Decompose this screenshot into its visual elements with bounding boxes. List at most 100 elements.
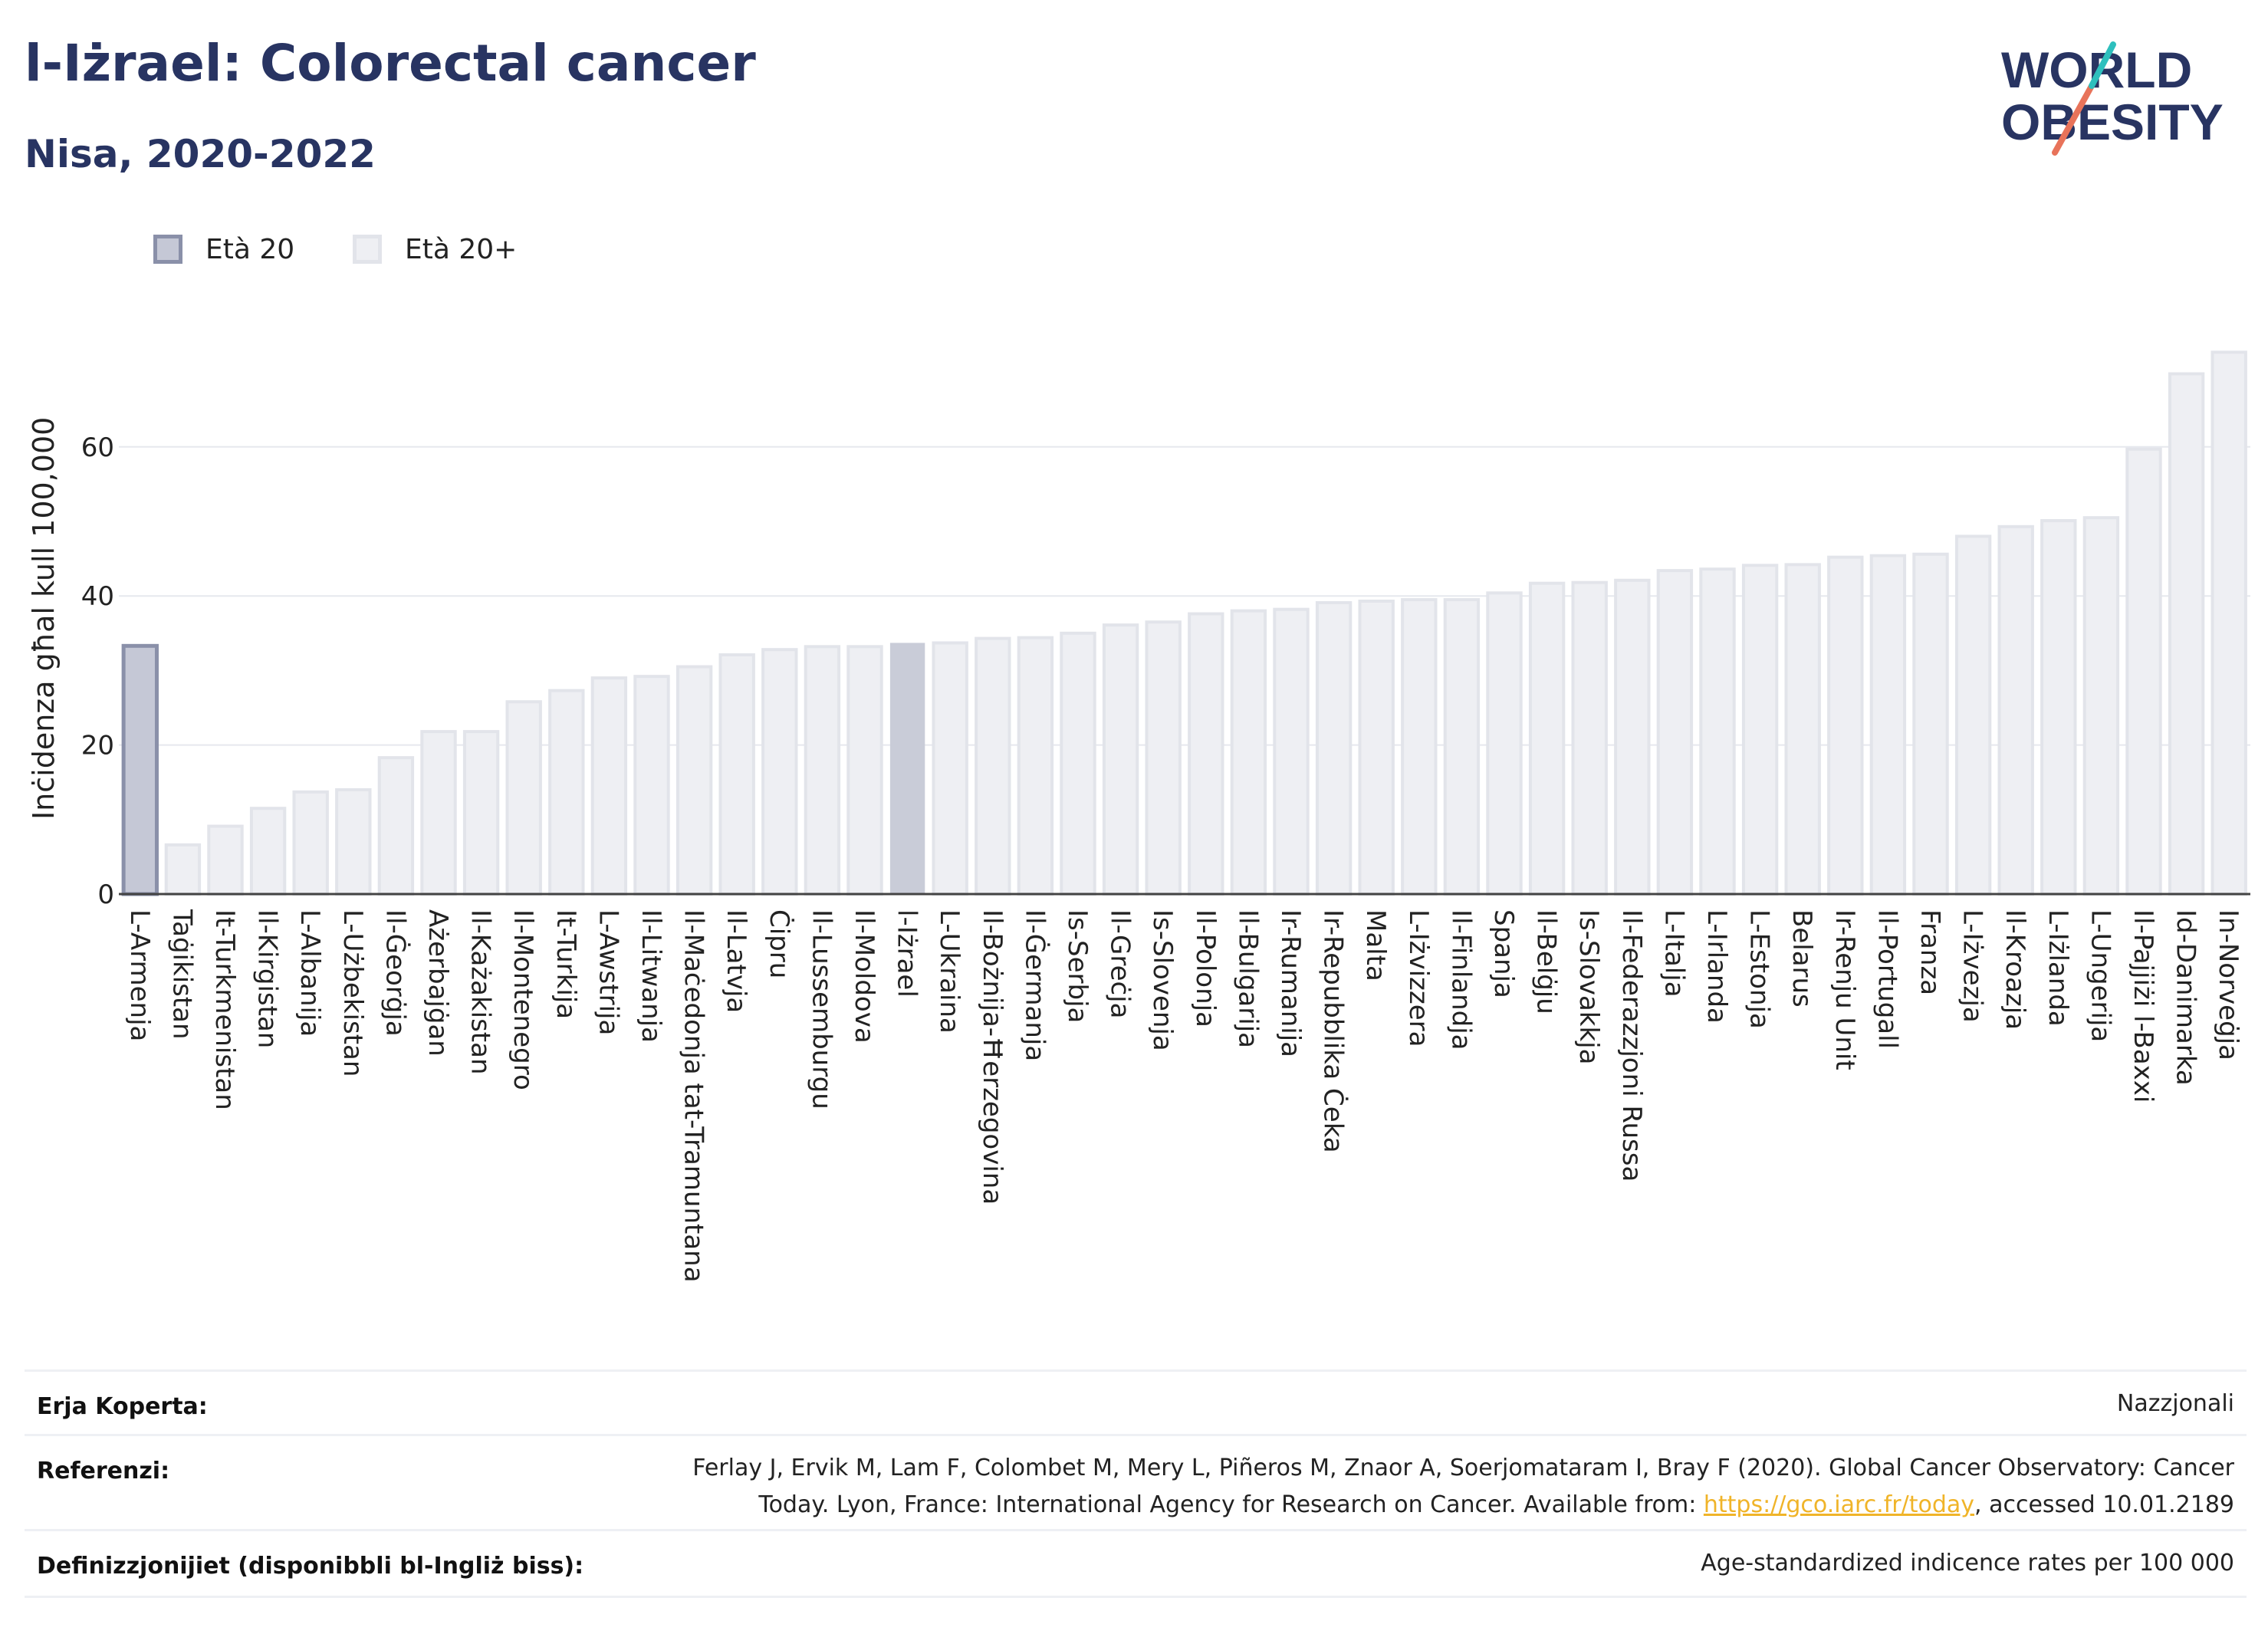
legend-item-age-20-plus[interactable]: Età 20+ <box>353 228 517 270</box>
world-obesity-logo: WORLD OBESITY <box>2001 41 2224 156</box>
bar <box>1145 620 1182 896</box>
references-label: Referenzi: <box>37 1458 170 1484</box>
bar <box>1273 607 1310 896</box>
x-tick-label: Il-Litwanja <box>636 909 666 1043</box>
x-tick-label: Il-Latvja <box>721 909 751 1013</box>
bar <box>121 643 159 896</box>
x-tick-label: L-Ungerija <box>2085 909 2115 1042</box>
y-tick-label: 20 <box>81 731 114 761</box>
references-value: Ferlay J, Ervik M, Lam F, Colombet M, Me… <box>692 1450 2234 1524</box>
bar <box>1017 636 1054 896</box>
x-tick-label: In-Norveġja <box>2213 909 2243 1060</box>
bar <box>1102 623 1139 896</box>
references-line-2: Today. Lyon, France: International Agenc… <box>692 1487 2234 1524</box>
x-tick-label: Il-Montenegro <box>508 909 538 1090</box>
x-tick-label: Is-Slovakkja <box>1573 909 1604 1064</box>
x-tick-label: L-Iżlanda <box>2043 909 2073 1027</box>
x-tick-label: Il-Finlandja <box>1445 909 1476 1050</box>
bar <box>1188 612 1224 896</box>
bar <box>1315 600 1353 896</box>
x-tick-label: L-Irlanda <box>1701 909 1732 1024</box>
bar <box>1443 598 1481 896</box>
chart-subtitle: Nisa, 2020-2022 <box>25 132 376 176</box>
x-tick-label: Il-Portugall <box>1872 909 1902 1049</box>
x-tick-label: Ażerbajġan <box>422 909 453 1057</box>
bar <box>1614 578 1651 896</box>
bar <box>249 807 287 896</box>
bar <box>590 676 628 896</box>
x-tick-label: Malta <box>1360 909 1391 981</box>
x-tick-label: L-Albanija <box>294 909 325 1037</box>
legend-label-age-20-plus: Età 20+ <box>405 233 518 265</box>
bar <box>1230 609 1267 896</box>
bar <box>889 643 925 896</box>
bar <box>1827 555 1864 896</box>
y-tick-label: 60 <box>81 432 114 463</box>
bar <box>1997 524 2034 896</box>
x-tick-label: Il-Greċja <box>1105 909 1136 1018</box>
bar <box>1060 631 1096 896</box>
bar <box>1741 564 1779 896</box>
bar <box>292 790 329 896</box>
x-tick-label: L-Estonja <box>1744 909 1775 1029</box>
definitions-label: Definizzjonijiet (disponibbli bl-Ingliż … <box>37 1553 584 1580</box>
x-tick-label: Il-Ġermanja <box>1019 909 1050 1061</box>
references-suffix: , accessed 10.01.2189 <box>1974 1491 2234 1518</box>
x-tick-label: l-Iżrael <box>892 909 922 998</box>
logo-text-obesity: OBESITY <box>2001 94 2224 150</box>
x-tick-label: Il-Bożnija-Ħerzegovina <box>977 909 1007 1205</box>
x-tick-label: Il-Kroazja <box>2000 909 2030 1030</box>
chart-title: l-Iżrael: Colorectal cancer <box>25 34 756 93</box>
footer-row-definitions: Definizzjonijiet (disponibbli bl-Ingliż … <box>25 1529 2247 1598</box>
x-tick-label: Il-Każakistan <box>465 909 496 1075</box>
x-tick-label: L-Italja <box>1658 909 1689 998</box>
bar <box>2210 350 2247 896</box>
metadata-footer: Erja Koperta: Nazzjonali Referenzi: Ferl… <box>25 1369 2247 1599</box>
coverage-label: Erja Koperta: <box>37 1393 208 1420</box>
bar <box>505 700 542 896</box>
legend-item-age-20[interactable]: Età 20 <box>153 228 294 270</box>
bar <box>1912 552 1949 896</box>
x-tick-label: Il-Pajjiżi l-Baxxi <box>2128 909 2158 1103</box>
bar <box>2082 516 2120 896</box>
bar <box>207 824 244 896</box>
bar <box>377 756 415 896</box>
x-tick-label: Is-Slovenja <box>1147 909 1178 1051</box>
x-tick-label: Ir-Repubblika Ċeka <box>1318 909 1349 1153</box>
x-tick-label: Ir-Renju Unit <box>1829 909 1860 1070</box>
bar <box>1528 581 1566 896</box>
y-axis-label: Inċidenza għal kull 100,000 <box>27 417 61 820</box>
bar <box>1784 563 1821 896</box>
bar <box>1358 600 1395 896</box>
references-line-1: Ferlay J, Ervik M, Lam F, Colombet M, Me… <box>692 1455 2234 1481</box>
x-tick-label: Il-Moldova <box>849 909 879 1044</box>
bar <box>462 730 500 896</box>
x-tick-label: Il-Polonja <box>1190 909 1221 1027</box>
x-tick-label: Belarus <box>1786 909 1817 1008</box>
x-tick-label: L-Armenja <box>124 909 155 1041</box>
footer-row-references: Referenzi: Ferlay J, Ervik M, Lam F, Col… <box>25 1434 2247 1531</box>
x-tick-label: Il-Bulgarija <box>1232 909 1263 1048</box>
x-tick-label: Il-Kirgistan <box>252 909 283 1048</box>
bar <box>164 843 202 896</box>
bar <box>804 645 841 896</box>
bar <box>548 689 585 896</box>
bar <box>932 641 968 896</box>
bar <box>335 787 372 896</box>
bar <box>1869 554 1907 896</box>
x-tick-label: Id-Danimarka <box>2171 909 2201 1086</box>
x-tick-label: L-Ukraina <box>934 909 965 1034</box>
x-tick-label: L-Iżvizzera <box>1403 909 1434 1047</box>
footer-row-coverage: Erja Koperta: Nazzjonali <box>25 1369 2247 1436</box>
legend-label-age-20: Età 20 <box>205 233 295 265</box>
bar <box>420 730 457 896</box>
bar <box>2125 447 2162 896</box>
bar <box>718 653 755 896</box>
bar <box>633 675 670 896</box>
y-tick-label: 0 <box>97 879 114 910</box>
legend-swatch-age-20-plus <box>353 235 382 264</box>
bar <box>2040 519 2077 896</box>
bar <box>1571 580 1608 896</box>
references-link[interactable]: https://gco.iarc.fr/today <box>1703 1491 1975 1518</box>
bar <box>1954 534 1992 896</box>
